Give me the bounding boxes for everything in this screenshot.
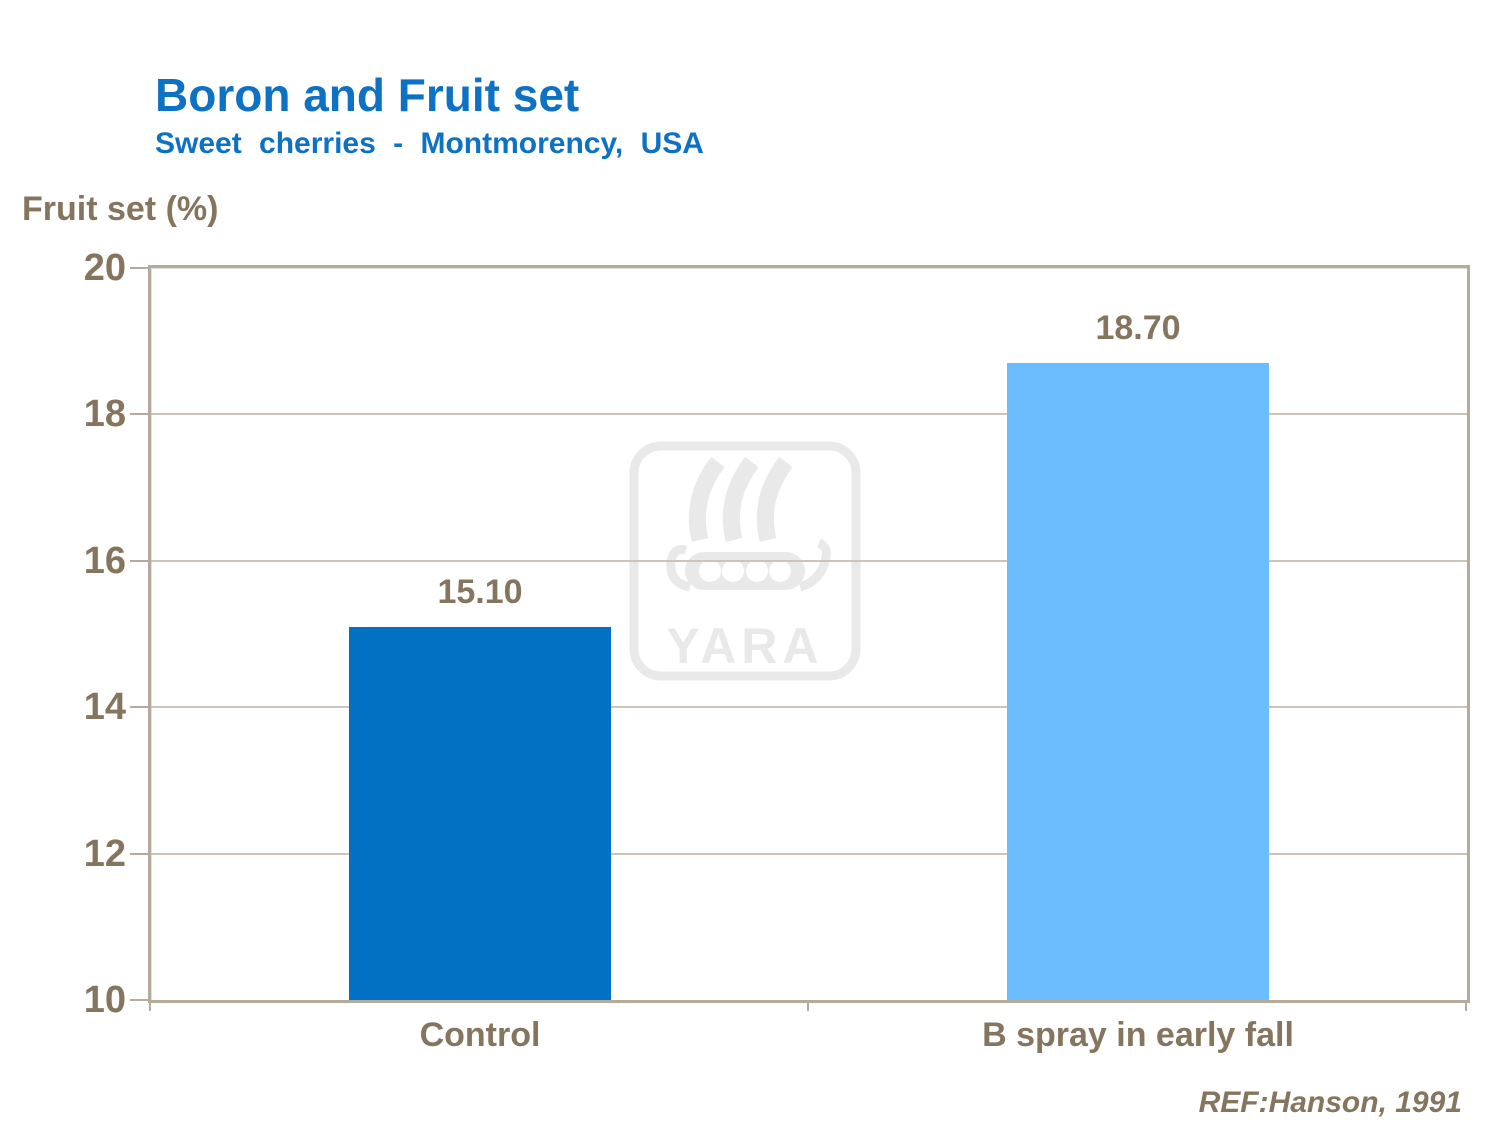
bar-control xyxy=(349,627,611,1000)
viking-ship-hull xyxy=(685,552,805,590)
gridline-y18 xyxy=(151,413,1467,416)
y-tick-mark-16 xyxy=(130,560,148,562)
y-axis-title: Fruit set (%) xyxy=(22,190,219,228)
y-tick-mark-14 xyxy=(130,706,148,708)
x-tick-mark-1 xyxy=(807,1000,809,1011)
y-tick-mark-12 xyxy=(130,853,148,855)
x-tick-mark-2 xyxy=(1465,1000,1467,1011)
category-label: Control xyxy=(419,1016,541,1054)
gridline-y16 xyxy=(151,559,1467,562)
reference-citation: REF:Hanson, 1991 xyxy=(1198,1086,1462,1119)
gridline-y12 xyxy=(151,852,1467,855)
gridline-y14 xyxy=(151,706,1467,709)
y-tick-mark-10 xyxy=(130,999,148,1001)
bar-value-label: 18.70 xyxy=(1095,309,1181,347)
y-tick-label-16: 16 xyxy=(83,540,126,582)
y-tick-label-12: 12 xyxy=(83,833,126,875)
plot-area: YARA 15.10 18.70 xyxy=(148,265,1470,1003)
chart-title: Boron and Fruit set xyxy=(155,69,580,121)
bar-value-label: 15.10 xyxy=(437,573,523,611)
y-tick-mark-20 xyxy=(130,267,148,269)
chart-subtitle: Sweet cherries - Montmorency, USA xyxy=(155,127,704,160)
y-tick-label-18: 18 xyxy=(83,393,126,435)
y-tick-mark-18 xyxy=(130,413,148,415)
y-tick-label-10: 10 xyxy=(83,979,126,1021)
category-label: B spray in early fall xyxy=(982,1016,1294,1054)
bar-b-spray-in-early-fall xyxy=(1007,363,1269,1000)
y-tick-label-14: 14 xyxy=(83,686,126,728)
y-tick-label-20: 20 xyxy=(83,247,126,289)
yara-watermark-logo: YARA xyxy=(629,441,861,681)
x-tick-mark-0 xyxy=(149,1000,151,1011)
watermark-wordmark: YARA xyxy=(666,618,823,674)
viking-ship-icon xyxy=(666,456,831,592)
